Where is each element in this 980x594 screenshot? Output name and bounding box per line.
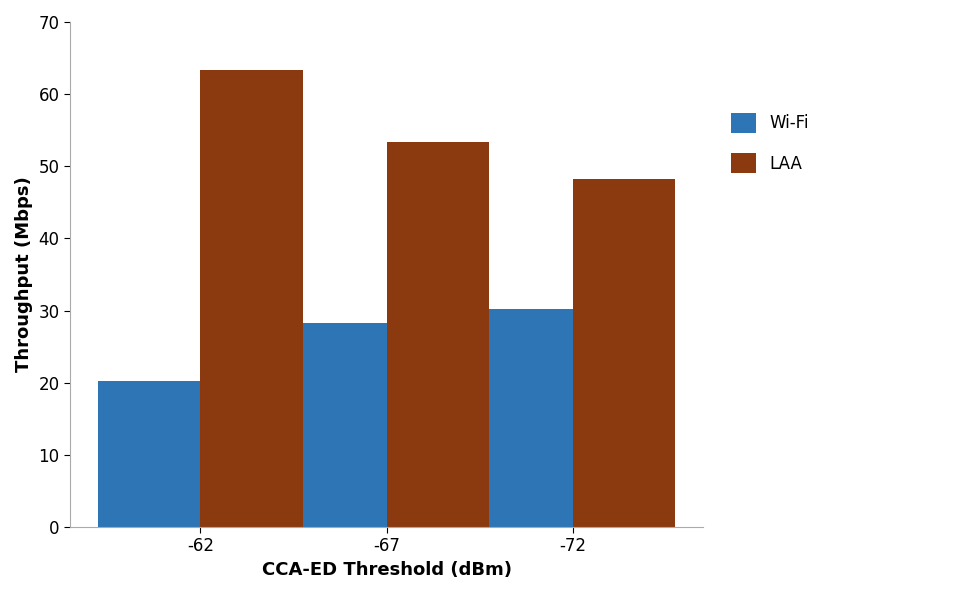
Bar bbox=[387, 143, 489, 527]
Bar bbox=[573, 179, 675, 527]
Bar bbox=[470, 309, 573, 527]
Y-axis label: Throughput (Mbps): Throughput (Mbps) bbox=[15, 176, 33, 372]
Bar bbox=[98, 381, 201, 527]
Bar bbox=[201, 70, 303, 527]
Bar bbox=[284, 323, 387, 527]
X-axis label: CCA-ED Threshold (dBm): CCA-ED Threshold (dBm) bbox=[262, 561, 512, 579]
Legend: Wi-Fi, LAA: Wi-Fi, LAA bbox=[724, 106, 815, 180]
